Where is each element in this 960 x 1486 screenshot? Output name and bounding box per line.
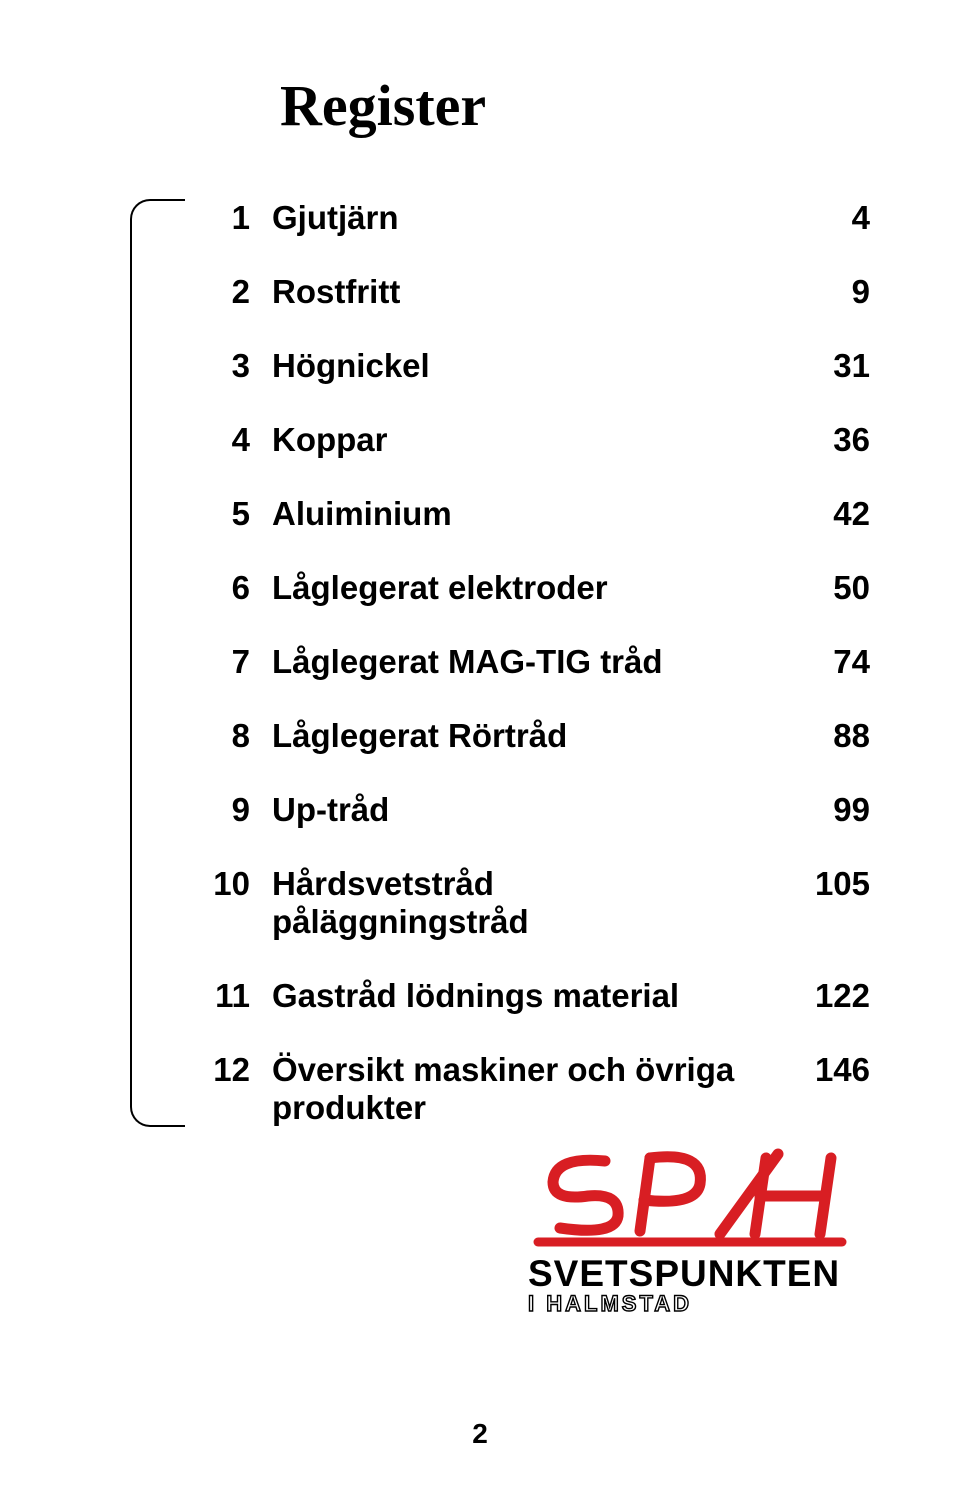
toc-num: 12 bbox=[200, 1051, 250, 1089]
table-of-contents: 1Gjutjärn42Rostfritt93Högnickel314Koppar… bbox=[200, 199, 870, 1127]
toc-page: 105 bbox=[780, 865, 870, 903]
toc-bracket bbox=[130, 199, 185, 1127]
toc-label: Låglegerat MAG-TIG tråd bbox=[272, 643, 758, 681]
toc-page: 122 bbox=[780, 977, 870, 1015]
toc-label: Låglegerat Rörtråd bbox=[272, 717, 758, 755]
toc-num: 10 bbox=[200, 865, 250, 903]
page-title: Register bbox=[280, 72, 870, 139]
toc-num: 9 bbox=[200, 791, 250, 829]
toc-num: 8 bbox=[200, 717, 250, 755]
toc-num: 7 bbox=[200, 643, 250, 681]
toc-page: 74 bbox=[780, 643, 870, 681]
page-number: 2 bbox=[0, 1418, 960, 1450]
toc-label: Up-tråd bbox=[272, 791, 758, 829]
logo-line1: SVETSPUNKTEN bbox=[528, 1253, 840, 1294]
logo-line2: I HALMSTAD bbox=[528, 1291, 692, 1316]
toc-label: Aluiminium bbox=[272, 495, 758, 533]
toc-page: 31 bbox=[780, 347, 870, 385]
toc-label: Hårdsvetstråd påläggningstråd bbox=[272, 865, 758, 941]
toc-num: 11 bbox=[200, 977, 250, 1015]
toc-num: 3 bbox=[200, 347, 250, 385]
toc-label: Koppar bbox=[272, 421, 758, 459]
toc-num: 1 bbox=[200, 199, 250, 237]
toc-page: 9 bbox=[780, 273, 870, 311]
toc-num: 6 bbox=[200, 569, 250, 607]
toc-page: 42 bbox=[780, 495, 870, 533]
toc-page: 50 bbox=[780, 569, 870, 607]
page: Register 1Gjutjärn42Rostfritt93Högnickel… bbox=[0, 0, 960, 1486]
toc-page: 4 bbox=[780, 199, 870, 237]
toc-container: 1Gjutjärn42Rostfritt93Högnickel314Koppar… bbox=[130, 199, 870, 1127]
toc-num: 4 bbox=[200, 421, 250, 459]
toc-label: Gjutjärn bbox=[272, 199, 758, 237]
toc-label: Högnickel bbox=[272, 347, 758, 385]
toc-page: 146 bbox=[780, 1051, 870, 1089]
toc-page: 36 bbox=[780, 421, 870, 459]
toc-label: Översikt maskiner och övriga produkter bbox=[272, 1051, 758, 1127]
logo: SVETSPUNKTEN I HALMSTAD bbox=[520, 1146, 860, 1316]
toc-label: Låglegerat elektroder bbox=[272, 569, 758, 607]
toc-page: 88 bbox=[780, 717, 870, 755]
toc-label: Gastråd lödnings material bbox=[272, 977, 758, 1015]
toc-num: 2 bbox=[200, 273, 250, 311]
toc-num: 5 bbox=[200, 495, 250, 533]
toc-page: 99 bbox=[780, 791, 870, 829]
logo-mark bbox=[538, 1154, 842, 1242]
toc-label: Rostfritt bbox=[272, 273, 758, 311]
